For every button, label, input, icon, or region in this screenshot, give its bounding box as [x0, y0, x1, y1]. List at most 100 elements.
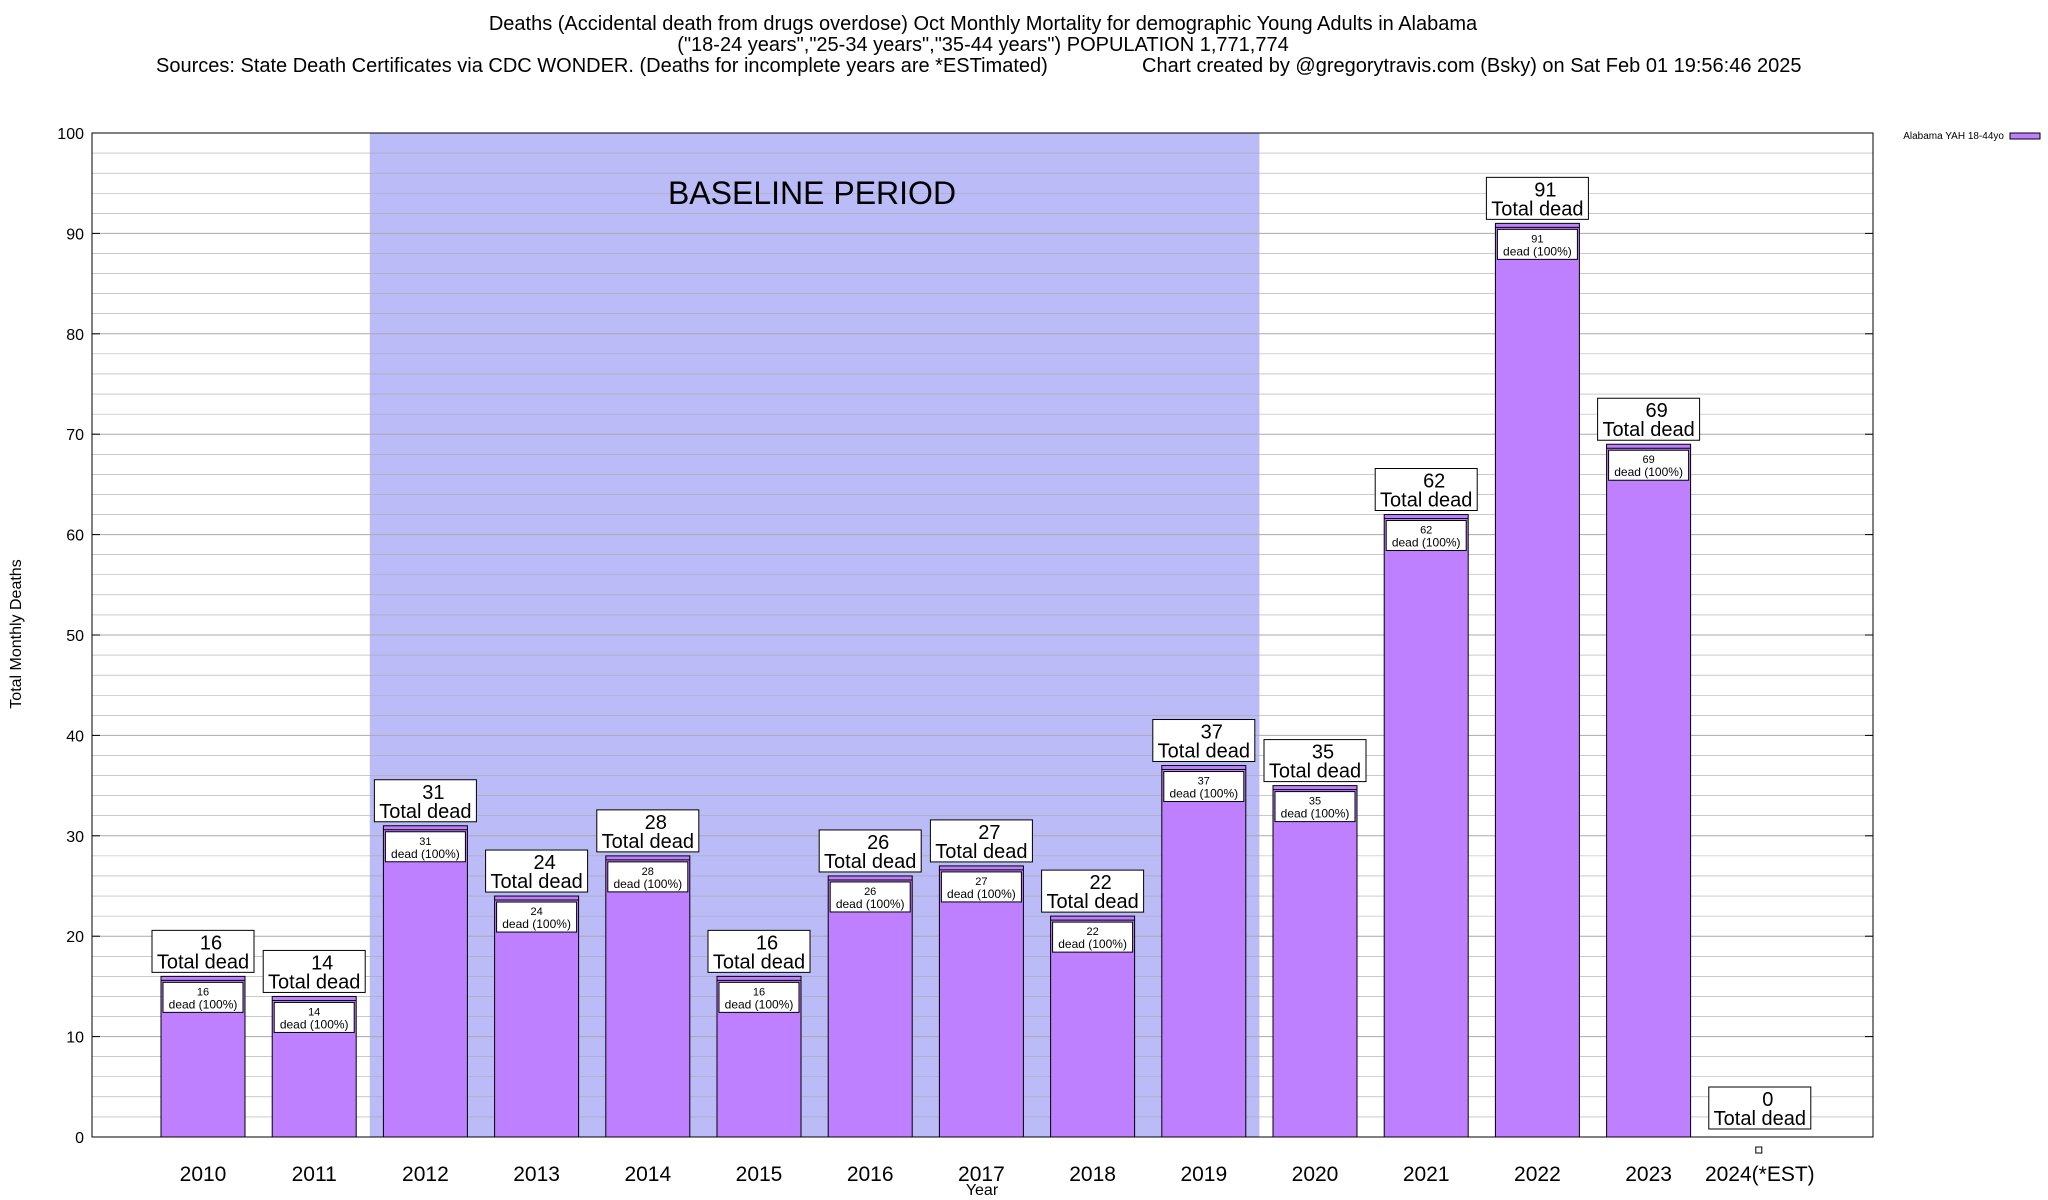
segment-value-label: 24 [530, 906, 542, 918]
total-dead-label: Total dead [1491, 198, 1583, 220]
y-tick-label: 10 [66, 1030, 84, 1047]
chart-credit: Chart created by @gregorytravis.com (Bsk… [1142, 55, 1802, 77]
segment-value-label: 14 [308, 1006, 320, 1018]
total-label-box [818, 829, 922, 873]
bar [938, 865, 1024, 1138]
bar [1161, 765, 1247, 1138]
total-value-label: 0 [1762, 1089, 1773, 1111]
y-tick-label: 40 [66, 728, 84, 745]
y-tick-label: 50 [66, 628, 84, 645]
bar [1383, 514, 1469, 1138]
segment-percent-label: dead (100%) [1058, 937, 1127, 951]
segment-value-label: 91 [1531, 233, 1543, 245]
total-dead-label: Total dead [935, 841, 1027, 863]
total-label-box [1708, 1086, 1812, 1130]
total-label-box [1374, 468, 1478, 512]
x-tick-label: 2022 [1514, 1163, 1561, 1186]
segment-value-label: 27 [975, 876, 987, 888]
segment-percent-label: dead (100%) [613, 877, 682, 891]
total-label-box [1597, 397, 1701, 441]
y-tick-label: 80 [66, 327, 84, 344]
total-value-label: 27 [978, 822, 1000, 844]
total-value-label: 31 [422, 782, 444, 804]
total-dead-label: Total dead [1380, 490, 1472, 512]
total-dead-label: Total dead [1269, 761, 1361, 783]
x-tick-label: 2021 [1403, 1163, 1450, 1186]
x-tick-label: 2023 [1625, 1163, 1672, 1186]
y-tick-label: 0 [75, 1130, 84, 1147]
total-value-label: 16 [200, 932, 222, 954]
total-dead-label: Total dead [379, 801, 471, 823]
x-tick-label: 2017 [958, 1163, 1005, 1186]
chart-title: Deaths (Accidental death from drugs over… [488, 13, 1478, 35]
total-label-box [1263, 739, 1367, 783]
segment-value-label: 28 [642, 866, 654, 878]
segment-label-box [1163, 771, 1245, 803]
segment-label-box [1052, 921, 1134, 953]
segment-value-label: 16 [197, 986, 209, 998]
total-label-box [1485, 176, 1589, 220]
y-tick-label: 90 [66, 226, 84, 243]
axes-layer: 0 10 20 30 40 50 60 70 80 90 100 2010 2011 2012 2013 20… [57, 126, 1874, 1186]
total-value-label: 28 [645, 812, 667, 834]
segment-label-box [940, 871, 1022, 903]
x-tick-label: 2010 [180, 1163, 227, 1186]
total-value-label: 16 [756, 932, 778, 954]
segment-percent-label: dead (100%) [169, 997, 238, 1011]
legend-swatch [2009, 132, 2041, 140]
segment-percent-label: dead (100%) [836, 897, 905, 911]
segment-percent-label: dead (100%) [280, 1017, 349, 1031]
chart-subtitle: ("18-24 years","25-34 years","35-44 year… [677, 34, 1289, 56]
bar [605, 855, 691, 1138]
y-tick-label: 70 [66, 427, 84, 444]
total-value-label: 69 [1645, 400, 1667, 422]
total-dead-label: Total dead [268, 971, 360, 993]
x-tick-label: 2014 [624, 1163, 671, 1186]
baseline-period-label: BASELINE PERIOD [668, 175, 956, 211]
y-tick-label: 60 [66, 528, 84, 545]
segment-value-label: 37 [1198, 776, 1210, 788]
x-tick-label: 2018 [1069, 1163, 1116, 1186]
segment-label-box [1385, 520, 1467, 552]
total-label-box [1152, 719, 1256, 763]
segment-percent-label: dead (100%) [725, 997, 794, 1011]
segment-percent-label: dead (100%) [502, 917, 571, 931]
total-dead-label: Total dead [1158, 741, 1250, 763]
bars-layer [160, 222, 1763, 1154]
x-tick-label: 2020 [1292, 1163, 1339, 1186]
total-value-label: 24 [533, 852, 555, 874]
total-dead-label: Total dead [602, 831, 694, 853]
total-label-box [929, 819, 1033, 863]
bar [1606, 443, 1692, 1138]
total-dead-label: Total dead [490, 871, 582, 893]
x-tick-label: 2011 [292, 1163, 337, 1186]
segment-percent-label: dead (100%) [1281, 807, 1350, 821]
total-value-label: 37 [1201, 722, 1223, 744]
total-value-label: 62 [1423, 471, 1445, 493]
bar [1272, 785, 1358, 1138]
total-label-box [373, 779, 477, 823]
segment-value-label: 35 [1309, 796, 1321, 808]
segment-label-box [829, 881, 911, 913]
x-tick-label: 2013 [513, 1163, 560, 1186]
bar [1494, 222, 1580, 1138]
segment-label-box [273, 1001, 355, 1033]
segment-percent-label: dead (100%) [1614, 465, 1683, 479]
total-label-box [707, 929, 811, 973]
segment-value-label: 62 [1420, 525, 1432, 537]
total-dead-label: Total dead [157, 951, 249, 973]
source-note: Sources: State Death Certificates via CD… [156, 55, 1048, 77]
segment-percent-label: dead (100%) [1392, 536, 1461, 550]
segment-percent-label: dead (100%) [1503, 244, 1572, 258]
total-value-label: 91 [1534, 179, 1556, 201]
segment-percent-label: dead (100%) [391, 847, 460, 861]
x-tick-label: 2019 [1180, 1163, 1227, 1186]
bar [494, 895, 580, 1138]
segment-label-box [718, 981, 800, 1013]
segment-value-label: 22 [1086, 926, 1098, 938]
total-label-box [262, 949, 366, 993]
total-dead-label: Total dead [1046, 891, 1138, 913]
segment-label-box [384, 831, 466, 863]
